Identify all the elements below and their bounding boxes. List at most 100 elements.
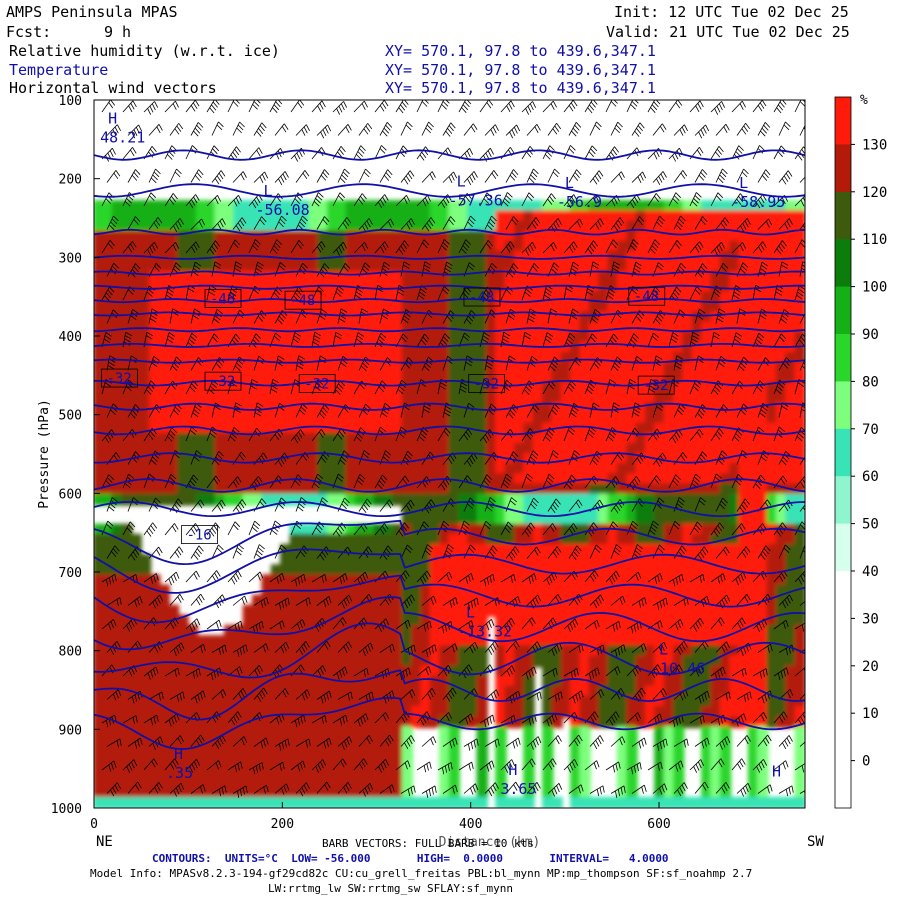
rh-cell [429,675,442,688]
rh-cell [701,503,713,516]
rh-cell [130,281,142,294]
rh-cell [467,372,479,385]
wind-barb [206,619,220,630]
rh-cell [607,341,619,354]
rh-cell [523,564,535,577]
rh-cell [186,270,198,283]
rh-cell [785,412,797,425]
rh-cell [420,554,432,567]
rh-cell [167,453,180,466]
rh-cell [560,392,573,405]
rh-cell [673,200,685,213]
rh-cell [158,796,170,808]
rh-cell [560,473,573,486]
rh-cell [94,331,105,344]
rh-cell [392,331,404,344]
rh-cell [336,281,348,294]
rh-cell [785,321,797,334]
wind-barb-feather [104,382,112,387]
rh-cell [682,372,694,385]
rh-cell [354,351,367,364]
rh-cell [710,645,722,658]
rh-cell [682,503,694,516]
rh-cell [111,766,124,779]
rh-cell [495,796,507,808]
rh-cell [149,483,161,496]
rh-cell [626,220,638,233]
rh-cell [121,645,133,658]
rh-cell [177,250,189,263]
rh-cell [532,351,545,364]
rh-cell [224,645,236,658]
rh-cell [588,331,601,344]
rh-cell [280,483,292,496]
rh-cell [345,604,357,617]
wind-barb [169,546,180,559]
rh-cell [429,301,442,314]
rh-cell [401,705,414,718]
rh-cell [186,473,198,486]
rh-cell [710,442,722,455]
rh-cell [719,291,732,304]
rh-cell [747,766,760,779]
rh-cell [785,796,797,808]
rh-cell [785,705,797,718]
rh-cell [242,200,255,213]
rh-cell [523,655,535,668]
rh-cell [158,493,170,506]
rh-cell [345,564,357,577]
rh-cell [186,200,198,213]
rh-cell [570,301,582,314]
rh-cell [308,624,320,637]
rh-cell [794,422,805,435]
wind-barb-feather [172,620,177,627]
rh-cell [729,442,741,455]
rh-cell [766,341,778,354]
rh-cell [785,695,797,708]
wind-barb-feather [112,787,117,794]
rh-cell [94,372,105,385]
wind-barb-feather [236,146,241,153]
rh-cell [233,786,245,799]
rh-cell [467,554,479,567]
wind-barb [143,101,155,113]
rh-cell [579,453,591,466]
rh-cell [439,301,451,314]
rh-cell [429,655,442,668]
wind-barb-feather [218,544,224,551]
rh-cell [261,412,273,425]
rh-cell [710,493,722,506]
rh-cell [195,260,208,273]
wind-barb-feather [148,151,154,158]
wind-barb [169,218,181,230]
rh-cell [523,341,535,354]
rh-cell [523,544,535,557]
rh-cell [411,210,423,223]
wind-barb [164,332,170,348]
wind-barb-feather [110,409,116,415]
rh-cell [383,736,395,749]
rh-cell [326,624,339,637]
rh-cell [654,382,666,395]
wind-barb [211,785,226,794]
rh-cell [663,281,676,294]
rh-cell [495,736,507,749]
rh-cell [794,635,805,648]
rh-cell [326,584,339,597]
rh-cell [158,392,170,405]
rh-cell [691,503,704,516]
rh-cell [523,766,535,779]
rh-cell [542,442,554,455]
rh-cell [158,210,170,223]
rh-cell [532,453,545,466]
rh-cell [224,341,236,354]
rh-cell [336,291,348,304]
rh-cell [149,655,161,668]
rh-cell [467,240,479,253]
rh-cell [149,746,161,759]
rh-cell [205,270,217,283]
wind-barb-feather [172,525,177,533]
rh-cell [504,574,516,587]
rh-cell [719,716,732,729]
rh-cell [167,483,180,496]
